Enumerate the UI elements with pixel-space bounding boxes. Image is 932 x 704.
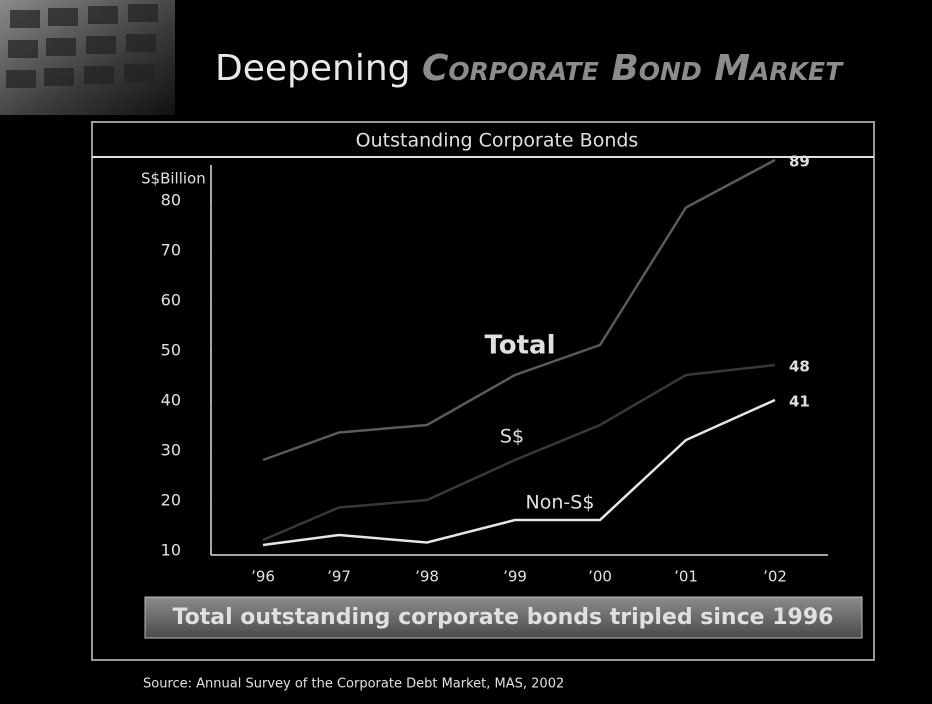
y-tick-label: 70 [161, 241, 181, 260]
callout: Total outstanding corporate bonds triple… [173, 605, 834, 630]
chart-title: Outstanding Corporate Bonds [356, 130, 639, 152]
y-tick-label: 40 [161, 391, 181, 410]
series-line [262, 158, 776, 462]
y-tick-label: 80 [161, 191, 181, 210]
series-line [262, 398, 776, 547]
series-label: Non-S$ [526, 492, 595, 514]
chart-frame [91, 121, 875, 661]
callout-box [144, 596, 863, 639]
x-tick-label: ’99 [503, 568, 527, 586]
y-tick-label: 60 [161, 291, 181, 310]
source-note: Source: Annual Survey of the Corporate D… [143, 677, 564, 692]
series-label: Total [484, 331, 555, 361]
x-tick-label: ’01 [674, 568, 698, 586]
header-photo [0, 0, 175, 115]
series-label: S$ [500, 426, 524, 448]
data-label: 89 [789, 153, 810, 171]
x-tick-label: ’00 [588, 568, 612, 586]
x-tick-label: ’98 [415, 568, 439, 586]
title-lead: Deepening [215, 48, 411, 89]
y-axis-label: S$Billion [141, 170, 206, 188]
series-line [262, 363, 776, 542]
data-label: 41 [789, 393, 810, 411]
y-tick-label: 20 [161, 491, 181, 510]
data-label: 48 [789, 358, 810, 376]
y-tick-label: 10 [161, 541, 181, 560]
slide-title: Deepening Corporate Bond Market [215, 48, 844, 89]
y-tick-label: 50 [161, 341, 181, 360]
x-tick-label: ’96 [251, 568, 275, 586]
x-tick-label: ’97 [327, 568, 351, 586]
y-tick-label: 30 [161, 441, 181, 460]
title-emphasis: Corporate Bond Market [422, 48, 844, 89]
x-tick-label: ’02 [763, 568, 787, 586]
